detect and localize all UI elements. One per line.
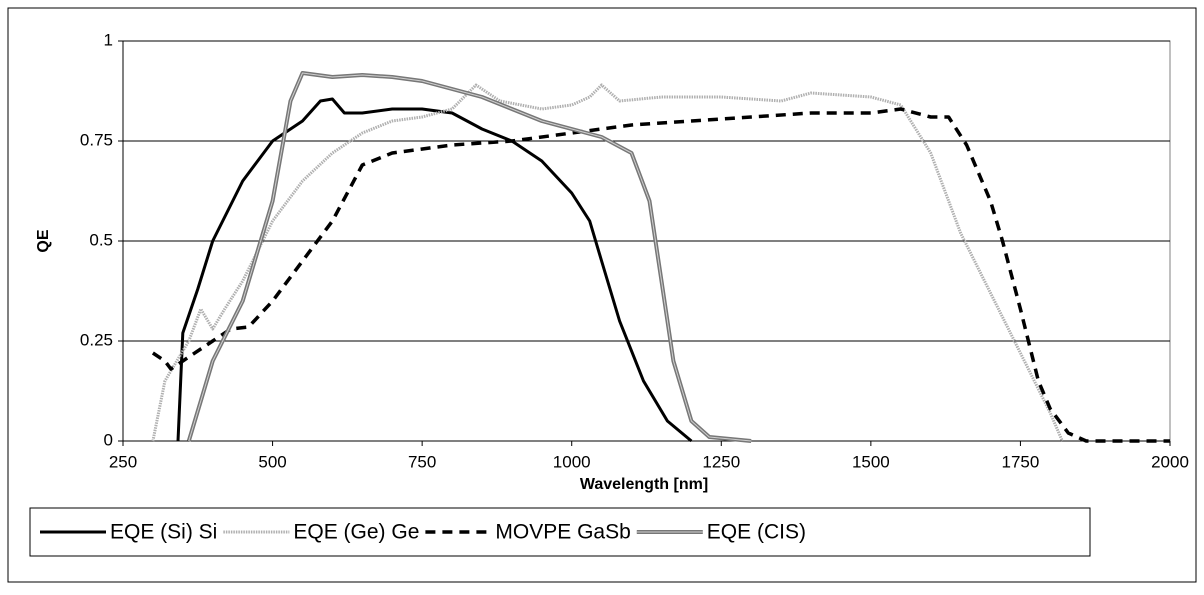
y-axis-title: QE <box>35 229 52 252</box>
x-tick-label: 500 <box>258 452 286 471</box>
legend-label: EQE (Si) Si <box>110 521 217 544</box>
legend-label: MOVPE GaSb <box>495 521 630 544</box>
x-tick-label: 1750 <box>1002 452 1040 471</box>
x-tick-label: 2000 <box>1151 452 1189 471</box>
y-tick-label: 0.75 <box>80 130 113 149</box>
x-tick-label: 250 <box>109 452 137 471</box>
legend-label: EQE (CIS) <box>707 521 806 544</box>
x-tick-label: 1250 <box>702 452 740 471</box>
series-line <box>151 83 1064 442</box>
x-axis-title: Wavelength [nm] <box>580 476 708 493</box>
y-tick-label: 0 <box>104 430 113 449</box>
legend-box <box>29 507 1091 557</box>
x-tick-label: 1500 <box>852 452 890 471</box>
series-line <box>151 107 1170 443</box>
series-line <box>176 97 693 443</box>
y-tick-label: 1 <box>104 30 113 49</box>
x-tick-label: 1000 <box>553 452 591 471</box>
legend-label: EQE (Ge) Ge <box>293 521 419 544</box>
x-tick-label: 750 <box>408 452 436 471</box>
y-tick-label: 0.5 <box>89 230 113 249</box>
series-line-inner <box>188 72 752 442</box>
y-tick-label: 0.25 <box>80 330 113 349</box>
